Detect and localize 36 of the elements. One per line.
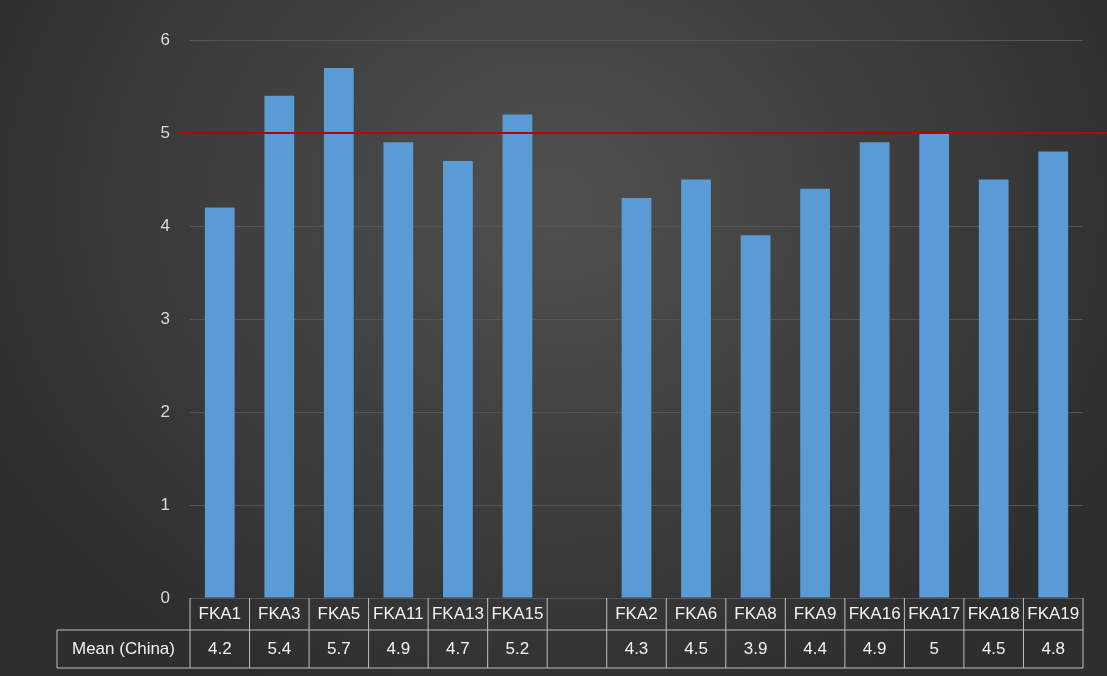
text: Mean (China) xyxy=(72,638,175,658)
x-tick-label: FKA16 xyxy=(848,603,901,623)
data-label: 4.4 xyxy=(803,638,827,658)
x-tick-label: FKA1 xyxy=(198,603,242,623)
data-label: 4.9 xyxy=(386,638,411,658)
x-tick-label: FKA19 xyxy=(1027,603,1080,623)
x-tick-label: FKA11 xyxy=(373,603,424,623)
x-tick-label: FKA17 xyxy=(908,603,961,623)
y-tick-label: 2 xyxy=(160,401,170,421)
x-tick-label: FKA2 xyxy=(615,603,658,623)
data-label: 4.7 xyxy=(446,638,470,658)
x-tick-label: FKA18 xyxy=(967,603,1020,623)
x-tick-label: FKA5 xyxy=(317,603,361,623)
data-label: 3.9 xyxy=(743,638,768,658)
data-label: 5.4 xyxy=(267,638,292,658)
y-tick-label: 6 xyxy=(160,29,170,49)
data-label: 4.9 xyxy=(862,638,887,658)
x-tick-label: FKA8 xyxy=(734,603,777,623)
data-label: 5 xyxy=(929,638,939,658)
data-label: 5.2 xyxy=(505,638,530,658)
x-tick-label: FKA13 xyxy=(431,603,484,623)
data-label: 4.5 xyxy=(684,638,708,658)
y-tick-label: 3 xyxy=(160,308,170,328)
x-tick-label: FKA15 xyxy=(491,603,544,623)
y-tick-label: 4 xyxy=(160,215,170,235)
data-label: 4.8 xyxy=(1041,638,1066,658)
data-label: 4.5 xyxy=(981,638,1006,658)
y-tick-label: 5 xyxy=(160,122,170,142)
y-tick-label: 1 xyxy=(160,494,170,514)
y-tick-label: 0 xyxy=(160,587,170,607)
x-tick-label: FKA3 xyxy=(258,603,301,623)
data-label: 4.2 xyxy=(207,638,232,658)
x-tick-label: FKA6 xyxy=(674,603,718,623)
data-label: 4.3 xyxy=(624,638,649,658)
data-label: 5.7 xyxy=(327,638,351,658)
x-tick-label: FKA9 xyxy=(793,603,837,623)
